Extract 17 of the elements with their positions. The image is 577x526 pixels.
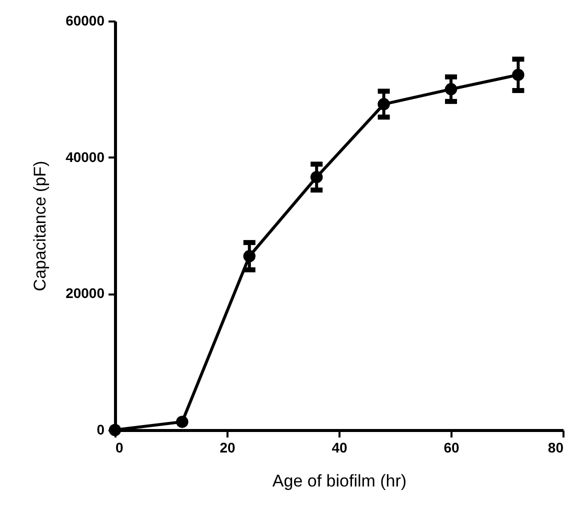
x-tick-label: 20 <box>220 440 236 456</box>
point <box>243 250 256 262</box>
x-tick-label: 0 <box>116 440 124 456</box>
point <box>176 416 188 428</box>
x-axis-title: Age of biofilm (hr) <box>272 472 407 490</box>
y-tick-label: 20000 <box>66 285 105 302</box>
point <box>310 170 323 184</box>
y-axis-title: Capacitance (pF) <box>30 160 50 292</box>
y-tick-label: 40000 <box>66 148 105 165</box>
y-tick-label: 0 <box>96 422 105 438</box>
point <box>512 68 524 81</box>
x-tick-label: 60 <box>444 440 460 456</box>
x-tick-label: 40 <box>332 440 348 456</box>
point <box>444 83 458 96</box>
point <box>378 98 390 110</box>
y-tick-label: 60000 <box>66 12 105 28</box>
x-tick-label: 80 <box>548 440 564 456</box>
